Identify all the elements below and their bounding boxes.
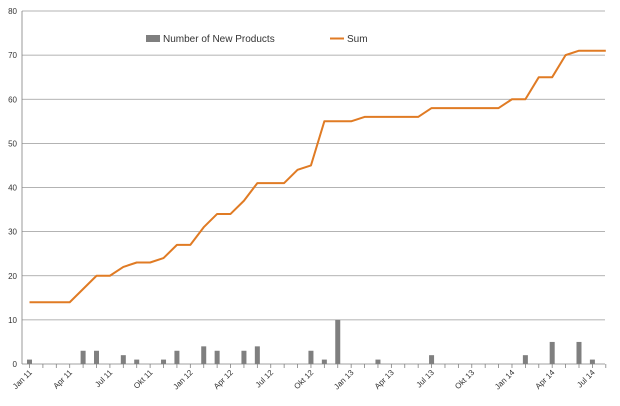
x-tick-label: Apr 13: [373, 368, 396, 391]
x-tick-label: Jul 13: [415, 368, 437, 390]
x-tick-label: Jan 13: [332, 368, 356, 392]
bar-new-products: [522, 355, 528, 364]
bar-new-products: [254, 346, 260, 364]
y-tick-label: 80: [8, 7, 17, 16]
x-tick-label: Jan 11: [11, 368, 34, 391]
bar-new-products: [241, 350, 247, 364]
bar-new-products: [429, 355, 435, 364]
y-tick-label: 60: [8, 95, 17, 104]
bar-new-products: [375, 359, 381, 364]
bar-new-products: [201, 346, 207, 364]
legend-label-line: Sum: [347, 34, 368, 45]
y-tick-label: 0: [13, 360, 18, 369]
legend-swatch-bar: [146, 35, 160, 42]
bar-new-products: [134, 359, 140, 364]
line-series-sum: [29, 49, 606, 304]
bar-new-products: [589, 359, 595, 364]
y-tick-label: 70: [8, 51, 17, 60]
bar-new-products: [549, 341, 555, 364]
bar-new-products: [576, 341, 582, 364]
bar-new-products: [27, 359, 32, 364]
bar-new-products: [335, 319, 341, 364]
gridlines: [22, 10, 605, 321]
x-tick-label: Okt 13: [453, 368, 476, 391]
bar-new-products: [308, 350, 314, 364]
bar-new-products: [161, 359, 167, 364]
bar-new-products: [94, 350, 100, 364]
legend-label-bar: Number of New Products: [163, 34, 275, 45]
y-tick-label: 30: [8, 228, 17, 237]
bar-new-products: [214, 350, 220, 364]
x-tick-label: Jan 14: [493, 368, 517, 392]
tick-labels: 0 10 20 30 40 50 60 70 80 Jan 11 Apr 11 Jul 11 Okt 1…: [8, 7, 597, 391]
axes: [21, 11, 607, 368]
bar-new-products: [80, 350, 86, 364]
bar-new-products: [174, 350, 180, 364]
x-tick-label: Jan 12: [171, 368, 195, 392]
y-tick-label: 20: [8, 272, 17, 281]
y-tick-label: 40: [8, 184, 17, 193]
line-sum: [29, 49, 606, 304]
x-tick-label: Apr 11: [52, 368, 75, 391]
bar-new-products: [120, 355, 126, 364]
bar-series-new-products: [27, 319, 595, 364]
x-tick-label: Jul 11: [93, 368, 114, 389]
legend: Number of New Products Sum: [146, 34, 368, 45]
y-tick-label: 50: [8, 139, 17, 148]
x-tick-label: Apr 14: [534, 368, 557, 391]
y-tick-label: 10: [8, 316, 17, 325]
x-tick-label: Apr 12: [212, 368, 235, 391]
x-tick-label: Jul 14: [575, 368, 597, 390]
x-tick-label: Okt 11: [132, 368, 155, 391]
x-tick-label: Jul 12: [254, 368, 276, 390]
x-tick-label: Okt 12: [292, 368, 315, 391]
bar-new-products: [321, 359, 327, 364]
